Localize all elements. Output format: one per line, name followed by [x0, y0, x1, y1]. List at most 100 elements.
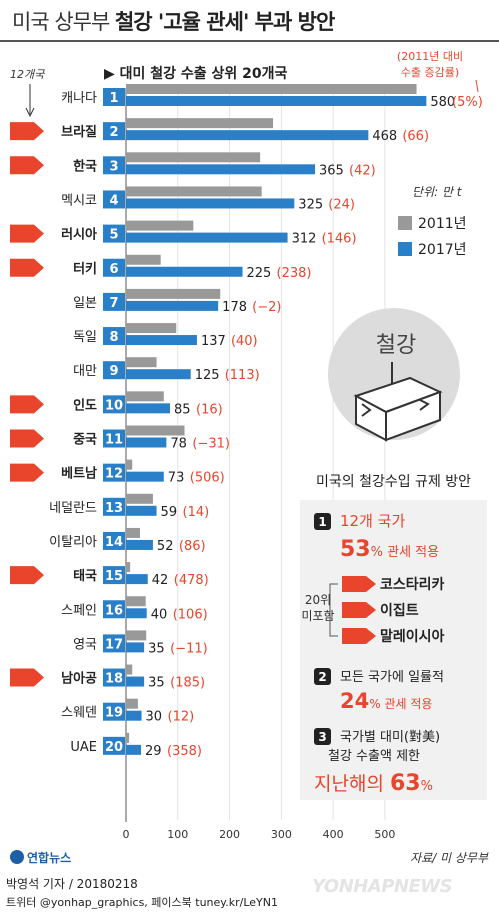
value-label-2017: 30: [146, 710, 163, 725]
value-label-2017: 35: [148, 641, 165, 656]
highlight-arrow-icon: [10, 668, 44, 687]
rank-number: 16: [105, 603, 123, 618]
growth-label: (113): [225, 368, 260, 383]
x-tick-label: 100: [167, 828, 188, 841]
growth-label: (106): [173, 607, 208, 622]
value-label-2017: 52: [157, 539, 174, 554]
growth-label: (40): [231, 334, 258, 349]
highlight-arrow-icon: [10, 122, 44, 141]
country-label: UAE: [70, 740, 97, 755]
legend-swatch-2017: [398, 242, 412, 256]
bar-2017: [126, 642, 145, 653]
rank-badge: [103, 566, 125, 585]
bar-2011: [126, 220, 194, 231]
plan-item1-rate-text: % 관세 적용: [371, 545, 439, 560]
rank-badge: [103, 702, 125, 721]
bar-2017: [126, 266, 243, 277]
plan-title: 미국의 철강수입 규제 방안: [316, 474, 471, 490]
rank-badge: [103, 361, 125, 380]
plan-item3-line1: 국가별 대미(對美): [340, 730, 440, 745]
value-label-2017: 580: [430, 95, 455, 110]
value-label-2017: 468: [372, 129, 397, 144]
value-label-2017: 312: [292, 232, 317, 247]
value-label-2017: 225: [247, 266, 272, 281]
yonhap-logo-text: 연합뉴스: [27, 850, 71, 865]
watermark: YONHAPNEWS: [312, 876, 453, 897]
bar-2011: [126, 323, 177, 334]
value-label-2017: 29: [145, 744, 162, 759]
country-label: 영국: [73, 637, 97, 652]
byline: 박영석 기자 / 20180218: [6, 877, 138, 891]
twelve-countries-arrow: [25, 84, 35, 118]
bar-2011: [126, 288, 221, 299]
bar-2011: [126, 493, 153, 504]
rank-number: 9: [109, 364, 118, 379]
extra-country-arrow-icon: [342, 628, 376, 644]
bar-2017: [126, 130, 369, 141]
value-label-2017: 365: [319, 163, 344, 178]
rank-badge: [103, 327, 125, 346]
top20-bracket: [329, 583, 338, 637]
plan-item3-prefix: 지난해의: [314, 773, 390, 795]
rank-number: 7: [109, 296, 118, 311]
bar-2011: [126, 698, 138, 709]
x-tick-label: 300: [271, 828, 292, 841]
country-label: 태국: [73, 569, 97, 584]
x-tick-label: 0: [123, 828, 130, 841]
bar-2011: [126, 425, 185, 436]
bar-2017: [126, 710, 142, 721]
beam-notch: [361, 399, 430, 417]
yonhap-logo-icon: [10, 850, 24, 864]
page-title: 미국 상무부 철강 '고율 관세' 부과 방안: [12, 6, 335, 36]
country-label: 스웨덴: [61, 706, 97, 721]
growth-label: (16): [196, 402, 223, 417]
plan-number: 3: [318, 730, 326, 744]
highlight-arrow-icon: [10, 395, 44, 414]
country-label: 대만: [73, 364, 97, 379]
title-light: 미국 상무부: [12, 10, 110, 34]
bar-2017: [126, 335, 197, 346]
plan-number-badge: [314, 513, 331, 530]
growth-label: (185): [170, 676, 205, 691]
legend-swatch-2011: [398, 216, 412, 230]
rank-badge: [103, 497, 125, 516]
bar-2011: [126, 596, 146, 607]
plan-item2-rate-number: 24: [340, 689, 369, 713]
bar-2017: [126, 300, 219, 311]
bar-2017: [126, 676, 145, 687]
growth-label: (−31): [192, 437, 230, 452]
extra-country-arrow-icon: [342, 576, 376, 592]
bar-2017: [126, 164, 316, 175]
x-tick-label: 200: [219, 828, 240, 841]
growth-label: (478): [174, 573, 209, 588]
country-label: 스페인: [61, 603, 97, 618]
rank-badge: [103, 429, 125, 448]
plan-number-badge: [314, 668, 331, 685]
bar-2011: [126, 84, 417, 94]
source-label: 자료/ 미 상무부: [410, 851, 489, 865]
value-label-2017: 178: [222, 300, 247, 315]
country-label: 이탈리아: [49, 535, 97, 550]
bar-2017: [126, 539, 153, 550]
rank-number: 6: [109, 262, 118, 277]
growth-label: (66): [402, 129, 429, 144]
bar-2017: [126, 471, 164, 482]
plan-item2-rate-text: % 관세 적용: [369, 697, 432, 711]
rank-badge: [103, 88, 125, 106]
highlight-arrow-icon: [10, 463, 44, 482]
rank-badge: [103, 668, 125, 687]
rank-badge: [103, 634, 125, 653]
country-label: 터키: [73, 261, 97, 277]
value-label-2017: 40: [151, 607, 168, 622]
value-label-2017: 59: [161, 505, 178, 520]
country-label: 러시아: [61, 227, 97, 243]
plan-item3-rate-text: %: [421, 779, 433, 794]
value-label-2017: 35: [148, 676, 165, 691]
value-label-2017: 73: [168, 471, 185, 486]
steel-beam-icon: [353, 376, 443, 442]
bar-2011: [126, 630, 147, 641]
social-links: 트위터 @yonhap_graphics, 페이스북 tuney.kr/LeYN…: [6, 896, 278, 909]
growth-label: (42): [349, 163, 376, 178]
rank-number: 15: [105, 569, 123, 584]
growth-label: (358): [167, 744, 202, 759]
